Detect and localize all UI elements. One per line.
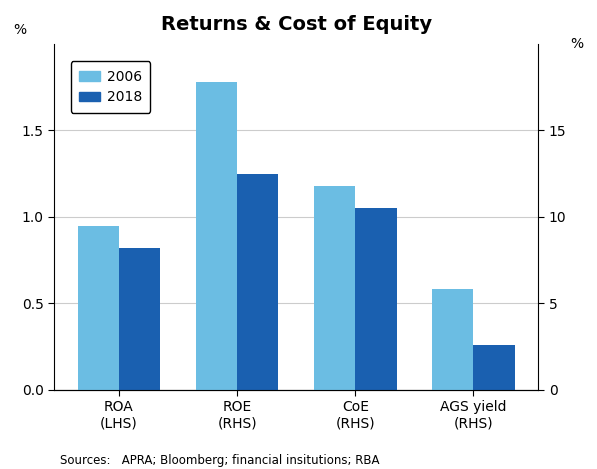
Y-axis label: %: % (571, 37, 584, 51)
Bar (119, 248, 161, 390)
Bar (314, 186, 355, 390)
Y-axis label: %: % (14, 23, 27, 37)
Bar (355, 208, 396, 390)
Bar (78, 226, 119, 390)
Bar (196, 82, 237, 390)
Legend: 2006, 2018: 2006, 2018 (70, 61, 150, 113)
Bar (237, 174, 278, 390)
Text: Sources:   APRA; Bloomberg; financial insitutions; RBA: Sources: APRA; Bloomberg; financial insi… (60, 454, 379, 467)
Title: Returns & Cost of Equity: Returns & Cost of Equity (161, 15, 432, 34)
Bar (473, 345, 515, 390)
Bar (432, 289, 473, 390)
